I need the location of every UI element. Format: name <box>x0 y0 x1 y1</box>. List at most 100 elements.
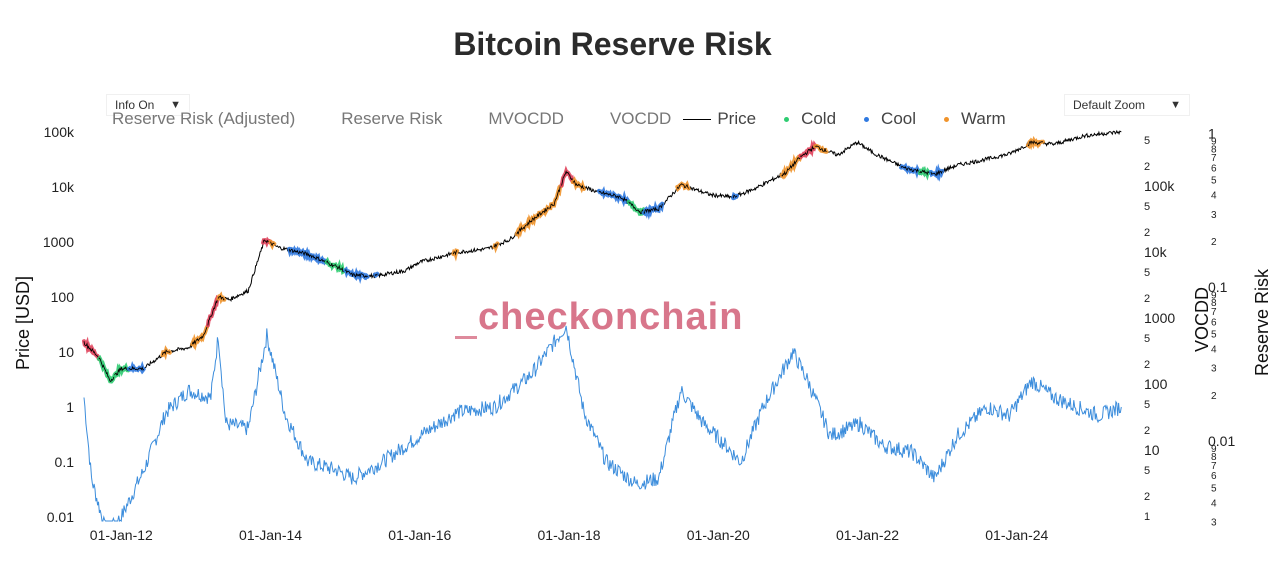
price-zone-marker-core <box>919 169 931 176</box>
price-zone-marker-core <box>128 365 145 371</box>
y-right1-minor-tick-label: 1 <box>1144 511 1150 523</box>
price-zone-marker-core <box>114 366 130 376</box>
y-right2-minor-tick-label: 9 <box>1211 290 1217 301</box>
x-tick-label: 01-Jan-24 <box>985 527 1048 543</box>
legend-item-reserve-risk[interactable]: Reserve Risk <box>341 109 442 129</box>
price-zone-marker-core <box>83 341 100 360</box>
price-zone-marker-core <box>572 179 585 190</box>
y-right2-minor-tick-label: 6 <box>1211 471 1217 482</box>
y-right2-minor-tick-label: 3 <box>1211 210 1217 221</box>
y-right2-minor-tick-label: 6 <box>1211 317 1217 328</box>
y-right1-tick-label: 10k <box>1144 244 1168 260</box>
y-right2-minor-tick-label: 9 <box>1211 136 1217 147</box>
y-right2-minor-tick-label: 7 <box>1211 461 1217 472</box>
price-zone-marker-core <box>270 241 275 247</box>
y-right1-minor-tick-label: 5 <box>1144 267 1150 279</box>
legend-label: VOCDD <box>609 109 672 128</box>
zoom-dropdown-label: Default Zoom <box>1073 98 1146 112</box>
y-right1-minor-tick-label: 5 <box>1144 399 1150 411</box>
y-right1-minor-tick-label: 5 <box>1144 465 1150 477</box>
watermark-underline <box>455 336 477 339</box>
y-right1-tick-label: 100k <box>1144 178 1175 194</box>
x-tick-label: 01-Jan-14 <box>239 527 302 543</box>
y-left-tick-label: 100k <box>44 124 75 140</box>
series-price-line <box>83 129 1122 382</box>
legend-item-cool[interactable]: Cool <box>856 109 916 129</box>
legend-dot-icon <box>784 116 790 122</box>
legend-dot-icon <box>864 116 870 122</box>
y-right2-minor-tick-label: 3 <box>1211 364 1217 375</box>
x-tick-label: 01-Jan-16 <box>388 527 451 543</box>
price-zone-marker-core <box>800 144 816 158</box>
legend-label: Warm <box>961 109 1006 128</box>
chevron-down-icon: ▼ <box>170 99 181 111</box>
price-zone-marker-core <box>326 260 346 273</box>
y-right2-minor-tick-label: 7 <box>1211 153 1217 164</box>
info-dropdown-label: Info On <box>115 98 155 112</box>
legend-item-price[interactable]: Price <box>683 109 756 129</box>
y-right2-minor-tick-label: 6 <box>1211 164 1217 175</box>
y-right2-minor-tick-label: 8 <box>1211 452 1217 463</box>
info-dropdown[interactable]: Info On ▼ <box>106 94 190 116</box>
price-zone-marker-core <box>374 273 378 276</box>
y-right1-tick-label: 10 <box>1144 442 1160 458</box>
y-right2-minor-tick-label: 5 <box>1211 176 1217 187</box>
legend-label: Cool <box>881 109 917 128</box>
legend-item-warm[interactable]: Warm <box>936 109 1006 129</box>
price-zone-marker-core <box>781 155 801 177</box>
y-right2-minor-tick-label: 8 <box>1211 144 1217 155</box>
y-right1-minor-tick-label: 2 <box>1144 425 1150 437</box>
y-left-tick-label: 0.1 <box>55 454 75 470</box>
price-zone-marker-core <box>207 297 219 326</box>
price-zone-marker-core <box>643 203 663 214</box>
y-right2-minor-tick-label: 2 <box>1211 237 1217 248</box>
y-right2-minor-tick-label: 7 <box>1211 307 1217 318</box>
y-right1-minor-tick-label: 5 <box>1144 135 1150 147</box>
legend-label: Reserve Risk (Adjusted) <box>112 109 296 128</box>
legend-label: Cold <box>801 109 837 128</box>
price-zone-marker-core <box>930 169 943 177</box>
y-right1-minor-tick-label: 2 <box>1144 491 1150 503</box>
y-left-tick-label: 100 <box>51 289 75 305</box>
price-zone-marker-core <box>344 269 368 279</box>
price-zone-marker <box>514 183 564 240</box>
legend-label: Reserve Risk <box>341 109 443 128</box>
legend-item-mvocdd[interactable]: MVOCDD <box>488 109 564 129</box>
y-right2-minor-tick-label: 4 <box>1211 191 1217 202</box>
y-right1-minor-tick-label: 2 <box>1144 161 1150 173</box>
price-zone-marker-core <box>98 357 115 382</box>
y-right2-minor-tick-label: 5 <box>1211 330 1217 341</box>
legend-label: MVOCDD <box>488 109 564 128</box>
price-zone-marker-core <box>162 349 171 356</box>
y-right1-minor-tick-label: 5 <box>1144 333 1150 345</box>
y-right2-tick-label: 1 <box>1208 125 1216 141</box>
price-zone-marker-core <box>1027 139 1043 147</box>
price-zone-marker-core <box>516 185 562 235</box>
x-tick-label: 01-Jan-22 <box>836 527 899 543</box>
y-right2-minor-tick-label: 4 <box>1211 344 1217 355</box>
legend-item-cold[interactable]: Cold <box>776 109 836 129</box>
price-zone-marker-core <box>598 190 630 204</box>
price-zone-marker-core <box>900 165 921 174</box>
y-right1-minor-tick-label: 2 <box>1144 293 1150 305</box>
y-right2-minor-tick-label: 4 <box>1211 498 1217 509</box>
price-zone-marker-core <box>288 248 327 263</box>
y-right2-tick-label: 0.1 <box>1208 279 1228 295</box>
legend-item-vocdd[interactable]: VOCDD <box>610 109 671 129</box>
y-right2-minor-tick-label: 3 <box>1211 518 1217 529</box>
y-right1-tick-label: 1000 <box>1144 310 1175 326</box>
legend-label: Price <box>717 109 757 128</box>
y-right2-minor-tick-label: 5 <box>1211 483 1217 494</box>
y-right1-minor-tick-label: 2 <box>1144 359 1150 371</box>
legend-item-reserve-risk-adjusted[interactable]: Reserve Risk (Adjusted) <box>112 109 295 129</box>
watermark-logo: checkonchain <box>478 296 744 338</box>
zoom-dropdown[interactable]: Default Zoom ▼ <box>1064 94 1190 116</box>
x-tick-label: 01-Jan-20 <box>687 527 750 543</box>
y-right1-minor-tick-label: 5 <box>1144 201 1150 213</box>
chevron-down-icon: ▼ <box>1170 99 1181 111</box>
price-zone-marker-core <box>217 295 225 301</box>
x-tick-label: 01-Jan-12 <box>90 527 153 543</box>
price-zone-marker-core <box>732 194 738 199</box>
legend-line-icon <box>683 118 712 120</box>
